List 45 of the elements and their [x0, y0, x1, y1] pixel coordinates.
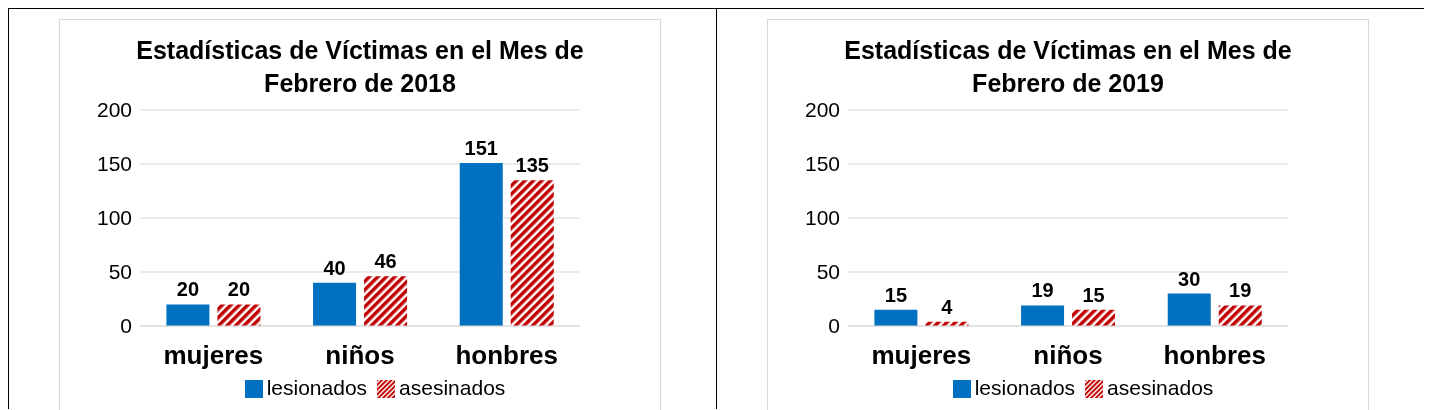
data-label: 19 [1229, 279, 1252, 302]
legend-label: lesionados [974, 376, 1076, 399]
data-label: 46 [374, 250, 397, 273]
bar [313, 282, 357, 326]
legend-label: asesinados [1107, 376, 1214, 399]
y-tick-label: 150 [804, 152, 840, 176]
y-tick-label: 0 [120, 314, 132, 338]
y-tick-label: 0 [828, 314, 840, 338]
bar [459, 162, 503, 326]
y-tick-label: 200 [96, 98, 132, 122]
bar [364, 276, 408, 326]
data-label: 20 [176, 278, 200, 301]
legend-label: asesinados [399, 376, 506, 399]
bar [166, 304, 210, 326]
data-label: 19 [1031, 279, 1054, 302]
bar [1218, 305, 1262, 326]
data-label: 40 [323, 256, 346, 279]
x-tick-label: mujeres [871, 340, 972, 371]
bar [510, 180, 554, 326]
data-label: 151 [464, 136, 498, 159]
bar [1072, 309, 1116, 326]
chart-title: Estadísticas de Víctimas en el Mes de Febrero de 2019 [843, 35, 1293, 99]
chart-title: Estadísticas de Víctimas en el Mes de Febrero de 2018 [135, 35, 585, 99]
y-tick-label: 100 [96, 206, 132, 230]
y-tick-label: 150 [96, 152, 132, 176]
data-label: 30 [1178, 267, 1201, 290]
x-tick-label: niños [325, 340, 395, 371]
x-tick-label: honbres [1163, 340, 1266, 371]
bar [1167, 293, 1211, 326]
x-tick-label: mujeres [163, 340, 264, 371]
y-tick-label: 100 [804, 206, 840, 230]
x-tick-label: niños [1033, 340, 1103, 371]
bar [874, 309, 918, 326]
bar [1021, 305, 1065, 326]
y-tick-label: 200 [804, 98, 840, 122]
data-label: 15 [884, 283, 908, 306]
data-label: 135 [515, 154, 549, 177]
data-label: 15 [1082, 283, 1105, 306]
bar [217, 304, 261, 326]
x-tick-label: honbres [455, 340, 558, 371]
data-label: 4 [941, 295, 954, 318]
data-label: 20 [227, 278, 251, 301]
y-tick-label: 50 [816, 260, 840, 284]
legend-label: lesionados [266, 376, 368, 399]
y-tick-label: 50 [108, 260, 132, 284]
